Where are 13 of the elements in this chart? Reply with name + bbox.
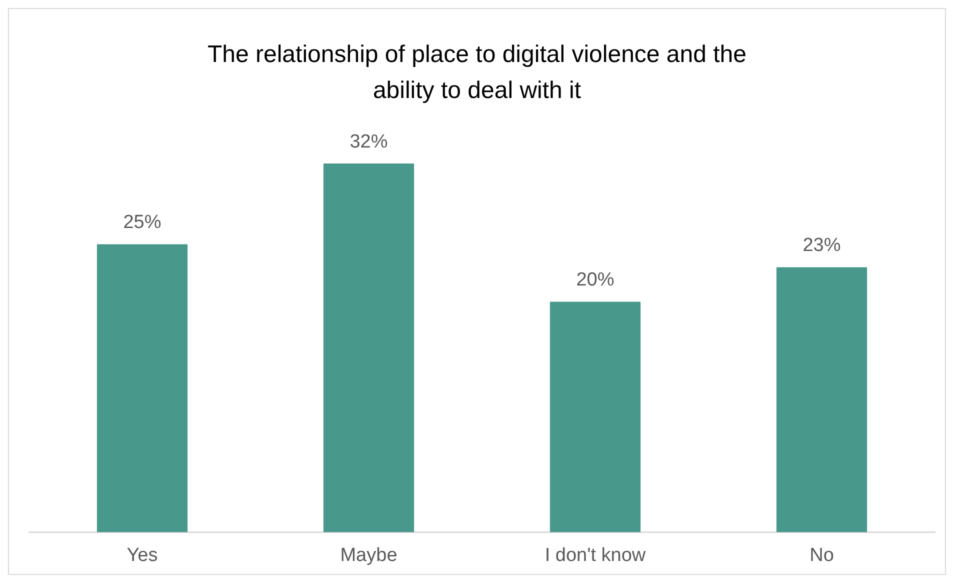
- x-tick-label: I don't know: [544, 544, 646, 566]
- x-tick-label: Maybe: [340, 544, 398, 566]
- x-tick-label: No: [810, 544, 834, 566]
- x-tick-label: Yes: [126, 544, 158, 566]
- data-label: 20%: [576, 270, 614, 291]
- data-label: 25%: [123, 212, 162, 233]
- chart-title: The relationship of place to digital violence and the ability to deal with it: [206, 40, 748, 106]
- bar: [776, 267, 868, 532]
- bar: [323, 164, 414, 532]
- data-label: 23%: [802, 234, 841, 256]
- bar: [550, 302, 641, 532]
- bar: [96, 244, 188, 532]
- data-label: 32%: [350, 131, 388, 152]
